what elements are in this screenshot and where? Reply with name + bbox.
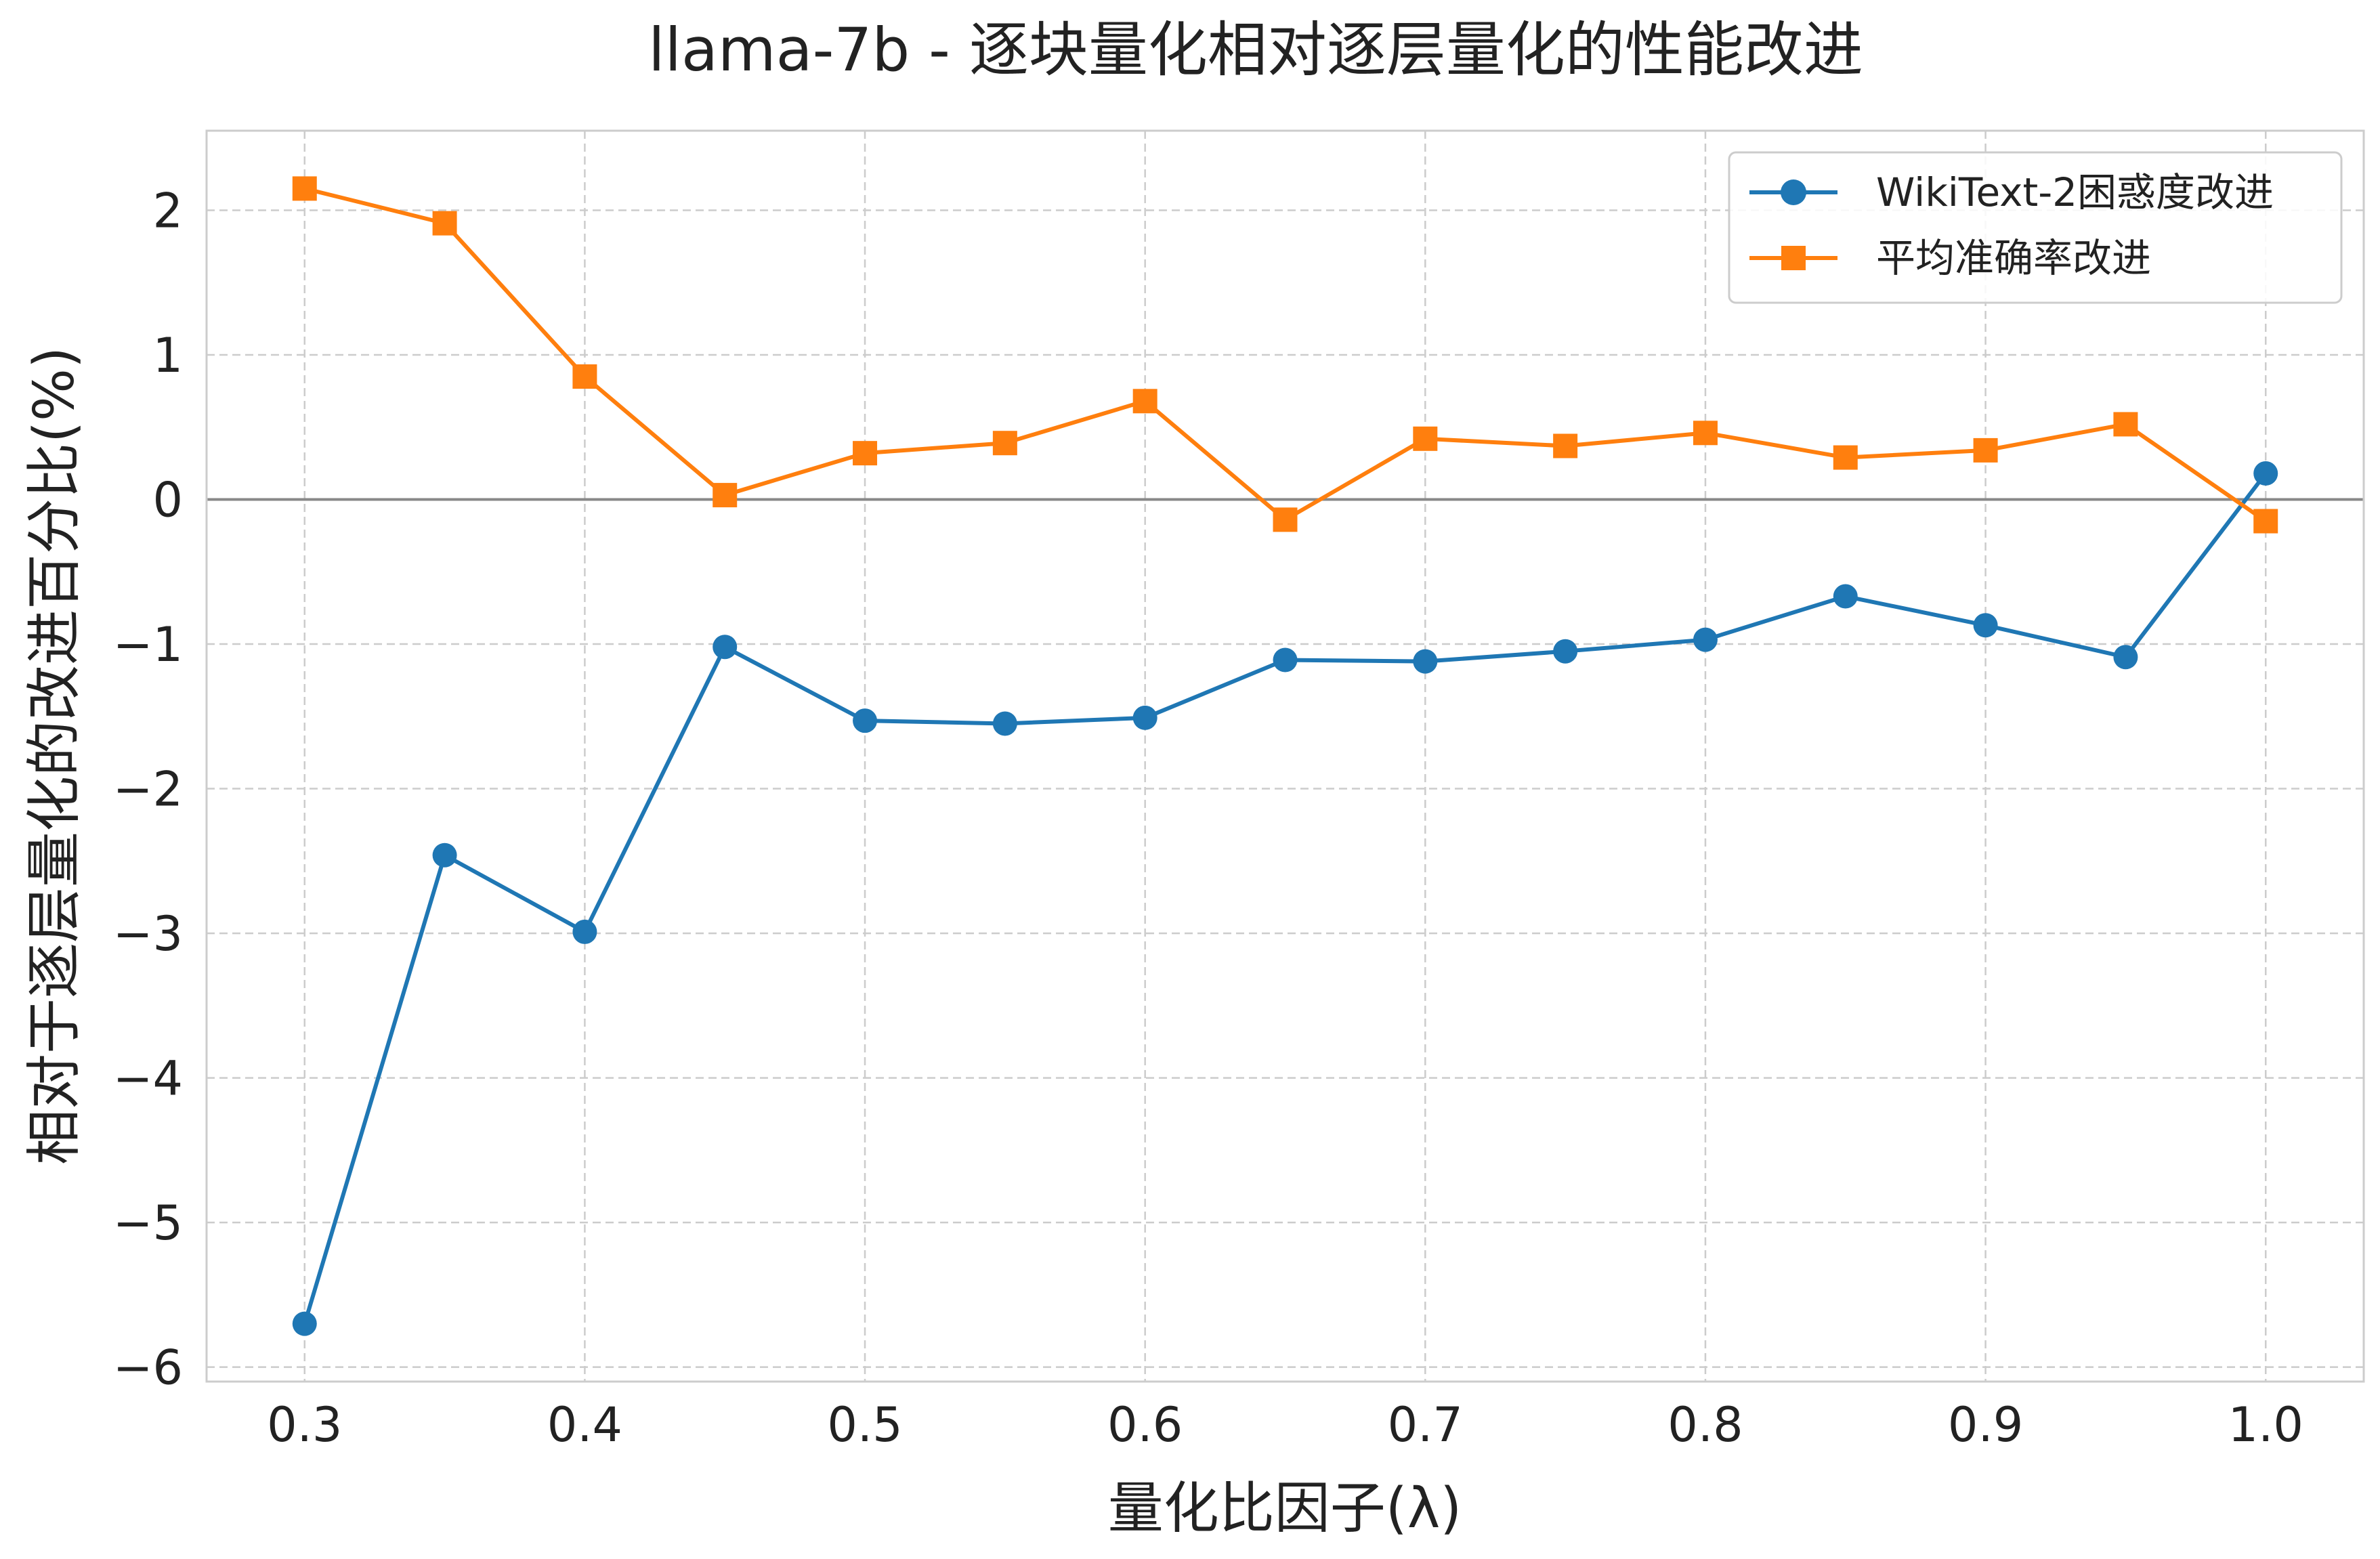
x-tick-labels: 0.3 0.4 0.5 0.6 0.7 0.8 0.9 1.0 xyxy=(267,1397,2303,1453)
data-point xyxy=(1273,647,1298,672)
data-point xyxy=(853,708,878,733)
data-point xyxy=(432,842,457,868)
data-point xyxy=(2253,509,2278,534)
x-axis-label: 量化比因子(λ) xyxy=(1108,1476,1462,1541)
data-point xyxy=(292,1311,317,1336)
data-point xyxy=(713,483,738,508)
data-point xyxy=(1553,433,1578,458)
y-tick-label: −1 xyxy=(113,617,183,672)
data-point xyxy=(432,211,457,236)
legend-box xyxy=(1728,151,2343,304)
y-axis-label: 相对于逐层量化的改进百分比(%) xyxy=(22,347,87,1165)
data-point xyxy=(1833,584,1858,609)
data-point xyxy=(1693,421,1718,446)
y-tick-label: −6 xyxy=(113,1340,183,1396)
x-tick-label: 0.5 xyxy=(827,1397,902,1453)
data-point xyxy=(1833,445,1858,470)
plot-area-frame xyxy=(205,129,2365,1383)
data-point xyxy=(853,441,878,466)
data-point xyxy=(1132,389,1157,414)
data-point xyxy=(1132,705,1157,730)
data-point xyxy=(1553,639,1578,664)
data-point xyxy=(572,364,597,389)
legend: WikiText-2困惑度改进 平均准确率改进 xyxy=(1728,151,2343,304)
data-point xyxy=(1973,437,1998,463)
grid-layer xyxy=(207,131,2364,1382)
x-tick-label: 1.0 xyxy=(2228,1397,2303,1453)
x-tick-label: 0.8 xyxy=(1667,1397,1743,1453)
x-tick-label: 0.3 xyxy=(267,1397,342,1453)
series-layer xyxy=(292,176,2278,1336)
y-tick-labels: −6 −5 −4 −3 −2 −1 0 1 2 xyxy=(113,183,183,1395)
y-tick-label: 2 xyxy=(152,183,183,238)
legend-label-accuracy: 平均准确率改进 xyxy=(1876,235,2151,281)
data-point xyxy=(1973,613,1998,638)
data-point xyxy=(292,176,317,201)
series-0 xyxy=(292,461,2278,1336)
x-tick-label: 0.7 xyxy=(1388,1397,1463,1453)
y-tick-label: −4 xyxy=(113,1051,183,1107)
data-point xyxy=(1693,627,1718,652)
series-1 xyxy=(292,176,2278,534)
y-tick-label: −3 xyxy=(113,906,183,962)
data-point xyxy=(572,919,597,944)
x-tick-label: 0.4 xyxy=(547,1397,622,1453)
y-tick-label: −2 xyxy=(113,762,183,817)
data-point xyxy=(1273,507,1298,532)
x-tick-label: 0.9 xyxy=(1948,1397,2023,1453)
data-point xyxy=(2113,412,2138,437)
data-point xyxy=(713,635,738,660)
y-tick-label: −5 xyxy=(113,1195,183,1251)
data-point xyxy=(992,711,1017,736)
y-tick-label: 0 xyxy=(152,472,183,528)
data-point xyxy=(1413,426,1438,451)
legend-marker-square xyxy=(1781,246,1806,270)
y-tick-label: 1 xyxy=(152,328,183,383)
data-point xyxy=(2113,645,2138,670)
legend-label-wikitext: WikiText-2困惑度改进 xyxy=(1876,169,2274,215)
legend-marker-circle xyxy=(1781,179,1806,205)
data-point xyxy=(992,431,1017,456)
data-point xyxy=(1413,649,1438,674)
x-tick-label: 0.6 xyxy=(1107,1397,1183,1453)
data-point xyxy=(2253,461,2278,486)
chart-title: llama-7b - 逐块量化相对逐层量化的性能改进 xyxy=(648,15,1863,85)
